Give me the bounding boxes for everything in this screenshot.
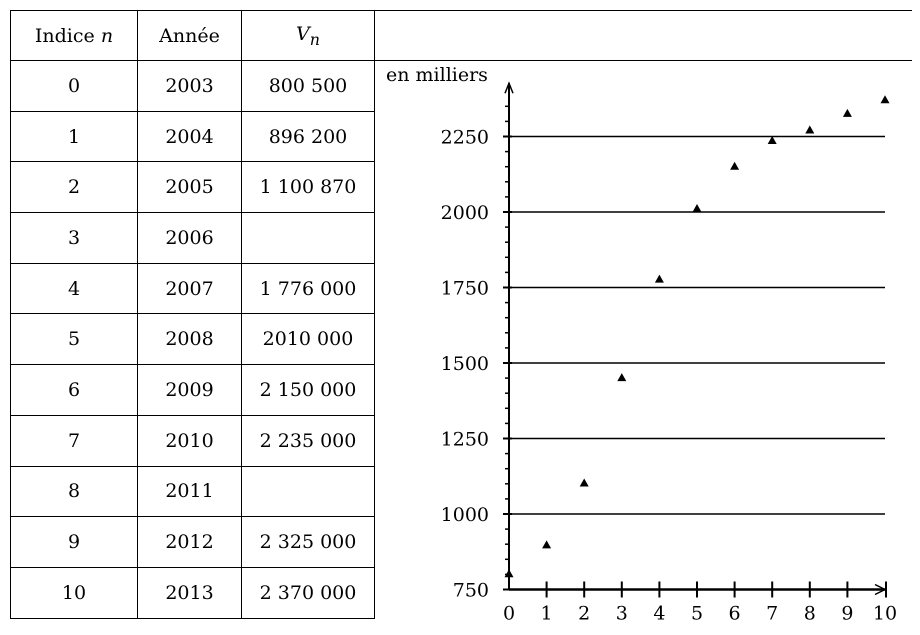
cell-value: 896 200 bbox=[241, 110, 375, 163]
cell-index: 6 bbox=[10, 364, 138, 416]
cell-index: 10 bbox=[10, 566, 138, 619]
cell-index: 7 bbox=[10, 414, 138, 467]
data-point bbox=[880, 95, 890, 104]
header-year: Année bbox=[137, 10, 242, 61]
cell-index: 9 bbox=[10, 516, 138, 568]
cell-index: 3 bbox=[10, 212, 138, 264]
cell-value bbox=[241, 465, 375, 518]
data-point bbox=[504, 569, 514, 578]
data-point bbox=[692, 203, 702, 212]
data-point bbox=[542, 540, 552, 549]
y-tick-label: 1500 bbox=[441, 353, 489, 375]
data-point bbox=[767, 136, 777, 145]
data-point bbox=[730, 161, 740, 170]
cell-value: 2 150 000 bbox=[241, 364, 375, 416]
cell-year: 2004 bbox=[137, 110, 242, 163]
x-tick-label: 4 bbox=[653, 603, 665, 625]
table-header-row: Indice n Année Vn bbox=[10, 10, 912, 61]
data-point bbox=[579, 478, 589, 487]
y-tick-label: 2250 bbox=[441, 127, 489, 149]
cell-year: 2005 bbox=[137, 161, 242, 214]
cell-value: 1 100 870 bbox=[241, 161, 375, 214]
cell-value: 2 370 000 bbox=[241, 566, 375, 619]
cell-index: 8 bbox=[10, 465, 138, 518]
y-tick-label: 750 bbox=[453, 580, 489, 602]
table-row: 6 2009 2 150 000 bbox=[10, 364, 913, 416]
data-table: Indice n Année Vn 0 2003 800 500 1 2004 896 2… bbox=[10, 10, 912, 619]
table-row: 1 2004 896 200 bbox=[10, 110, 913, 163]
cell-year: 2012 bbox=[137, 516, 242, 568]
y-tick-label: 1000 bbox=[441, 504, 489, 526]
x-tick-label: 7 bbox=[766, 603, 778, 625]
cell-value: 2 325 000 bbox=[241, 516, 375, 568]
ticks: 750 1000 1250 1500 1750 2000 2250 0 1 2 3 4 5 6 7 8 9 10 bbox=[441, 105, 897, 625]
cell-index: 1 bbox=[10, 110, 138, 163]
y-tick-label: 2000 bbox=[441, 202, 489, 224]
data-points bbox=[504, 95, 890, 578]
table-row: 4 2007 1 776 000 bbox=[10, 262, 913, 315]
cell-year: 2008 bbox=[137, 313, 242, 366]
table-row: 3 2006 bbox=[10, 212, 913, 264]
x-tick-label: 9 bbox=[841, 603, 853, 625]
cell-index: 5 bbox=[10, 313, 138, 366]
cell-value: 1 776 000 bbox=[241, 262, 375, 315]
cell-year: 2007 bbox=[137, 262, 242, 315]
table-row: 2 2005 1 100 870 bbox=[10, 161, 913, 214]
y-axis-label: en milliers bbox=[386, 64, 488, 86]
cell-year: 2013 bbox=[137, 566, 242, 619]
y-tick-label: 1250 bbox=[441, 429, 489, 451]
table-row: 0 2003 800 500 bbox=[10, 60, 913, 112]
cell-value: 2010 000 bbox=[241, 313, 375, 366]
header-index-var: n bbox=[100, 24, 114, 47]
table-row: 8 2011 bbox=[10, 465, 913, 518]
y-axis-arrow bbox=[504, 81, 514, 94]
x-tick-label: 5 bbox=[691, 603, 703, 625]
x-tick-label: 2 bbox=[578, 603, 590, 625]
x-tick-label: 0 bbox=[503, 603, 515, 625]
x-tick-label: 3 bbox=[616, 603, 628, 625]
data-point bbox=[617, 373, 627, 382]
x-tick-label: 10 bbox=[873, 603, 897, 625]
cell-value: 2 235 000 bbox=[241, 414, 375, 467]
table-row: 9 2012 2 325 000 bbox=[10, 516, 913, 568]
x-tick-label: 6 bbox=[729, 603, 741, 625]
header-index-label: Indice bbox=[34, 24, 95, 47]
gridlines bbox=[509, 135, 885, 515]
cell-year: 2010 bbox=[137, 414, 242, 467]
header-value-var: V bbox=[296, 22, 310, 45]
cell-year: 2011 bbox=[137, 465, 242, 518]
y-tick-label: 1750 bbox=[441, 278, 489, 300]
data-point bbox=[654, 274, 664, 283]
table-row: 7 2010 2 235 000 bbox=[10, 414, 913, 467]
x-tick-label: 8 bbox=[804, 603, 816, 625]
header-value: Vn bbox=[241, 10, 375, 61]
data-point bbox=[805, 125, 815, 134]
cell-year: 2009 bbox=[137, 364, 242, 416]
header-index: Indice n bbox=[10, 10, 138, 61]
cell-value: 800 500 bbox=[241, 60, 375, 112]
cell-index: 2 bbox=[10, 161, 138, 214]
header-value-sub: n bbox=[309, 29, 320, 49]
axes bbox=[504, 81, 887, 598]
cell-value bbox=[241, 212, 375, 264]
header-blank bbox=[374, 10, 912, 61]
x-tick-label: 1 bbox=[541, 603, 553, 625]
data-point bbox=[842, 108, 852, 117]
cell-year: 2006 bbox=[137, 212, 242, 264]
table-row: 5 2008 2010 000 bbox=[10, 313, 913, 366]
table-row: 10 2013 2 370 000 bbox=[10, 566, 913, 619]
